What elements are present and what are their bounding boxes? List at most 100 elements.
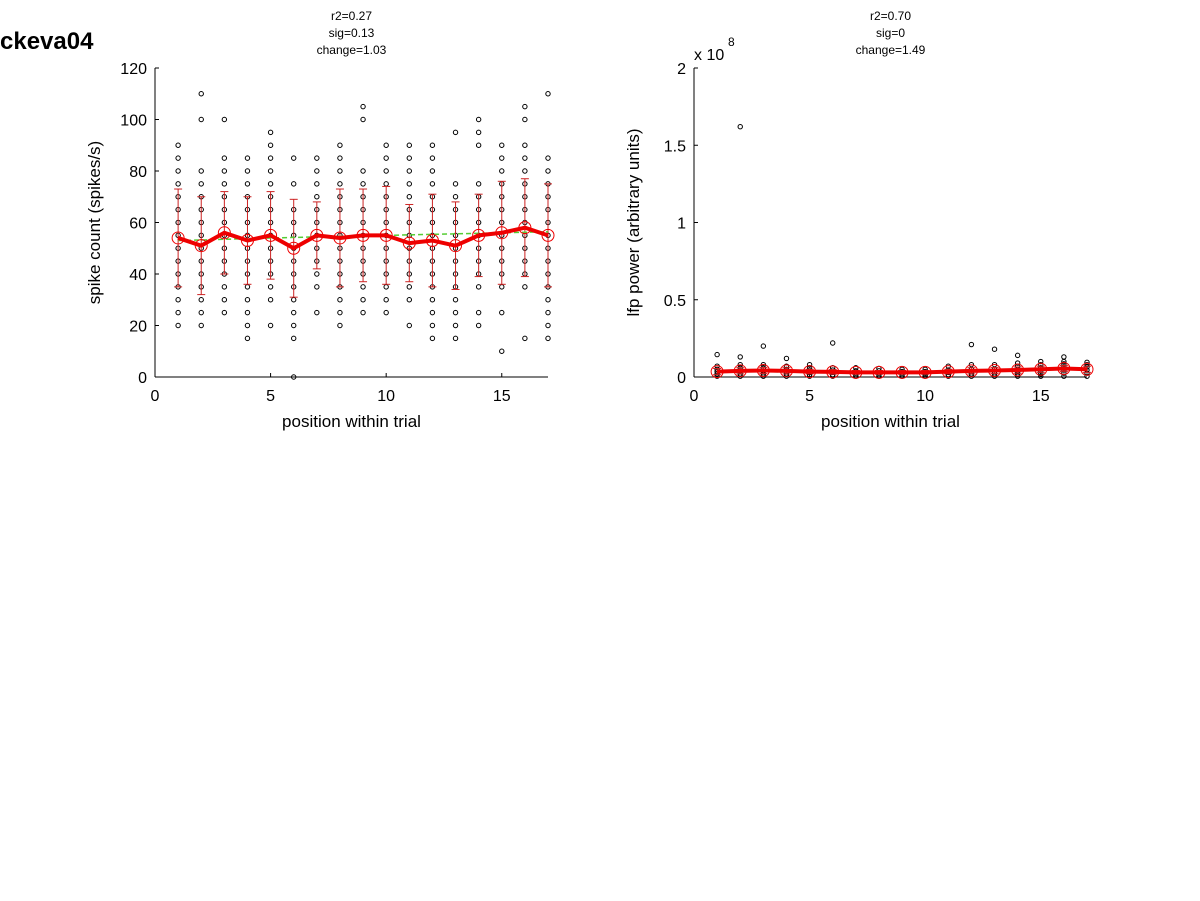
data-point [1014, 352, 1021, 359]
mean-marker [941, 365, 955, 379]
data-point [968, 341, 975, 348]
data-point [545, 168, 551, 174]
data-point [244, 155, 251, 161]
data-point [267, 129, 274, 136]
data-point [545, 155, 551, 161]
data-point [198, 322, 204, 329]
data-point [429, 309, 436, 316]
data-point [314, 271, 320, 277]
y-tick-label: 0.5 [664, 293, 686, 310]
data-point [383, 155, 389, 161]
data-point [291, 181, 297, 187]
data-point [452, 297, 459, 303]
y-axis-label: lfp power (arbitrary units) [624, 128, 643, 316]
data-point [175, 297, 181, 303]
data-point [314, 155, 320, 161]
mean-marker [826, 365, 840, 379]
mean-marker [988, 364, 1002, 378]
data-point [244, 181, 251, 187]
data-point [337, 297, 343, 303]
data-point [383, 309, 389, 316]
data-point [452, 335, 459, 342]
data-point [429, 322, 436, 329]
mean-marker [287, 241, 301, 255]
data-point [267, 284, 274, 290]
data-point [383, 142, 389, 148]
data-point [499, 284, 505, 290]
data-point [291, 374, 297, 380]
data-point [175, 142, 181, 148]
mean-marker [425, 234, 439, 248]
data-point [1061, 354, 1067, 360]
x-tick-label: 5 [805, 388, 814, 405]
data-point [337, 322, 343, 329]
y-tick-label: 20 [129, 319, 147, 336]
data-point [175, 181, 181, 187]
mean-marker [1080, 362, 1094, 376]
data-point [452, 129, 459, 136]
mean-marker [872, 365, 886, 379]
data-point [406, 168, 412, 174]
x-tick-label: 10 [377, 388, 395, 405]
data-point [475, 309, 482, 316]
data-point [429, 335, 436, 342]
data-point [1038, 373, 1044, 379]
mean-marker [356, 228, 370, 242]
data-point [244, 297, 251, 303]
stats-line: sig=0.13 [329, 26, 375, 40]
mean-marker [379, 228, 393, 242]
mean-marker [402, 236, 416, 250]
data-point [760, 343, 767, 349]
data-point [360, 103, 366, 110]
data-point [337, 181, 343, 187]
data-point [314, 309, 320, 316]
data-point [737, 124, 743, 130]
data-point [175, 309, 181, 316]
data-point [314, 181, 320, 187]
data-point [475, 284, 482, 290]
data-point [198, 168, 204, 174]
data-point [475, 142, 482, 148]
mean-marker [733, 364, 747, 378]
y-tick-label: 0 [138, 370, 147, 387]
data-point [991, 346, 998, 352]
x-tick-label: 15 [1032, 388, 1050, 405]
mean-marker [240, 234, 254, 248]
data-point [452, 194, 459, 200]
mean-marker [918, 365, 932, 379]
mean-marker [194, 239, 208, 253]
data-point [221, 168, 228, 174]
data-point [337, 155, 343, 161]
x-tick-label: 10 [916, 388, 934, 405]
stats-line: change=1.03 [317, 43, 387, 57]
y-axis-label: spike count (spikes/s) [85, 141, 104, 304]
x-tick-label: 15 [493, 388, 511, 405]
mean-line [717, 366, 1088, 375]
data-point [545, 322, 551, 329]
data-point [360, 297, 366, 303]
x-tick-label: 0 [151, 388, 160, 405]
data-point [198, 297, 204, 303]
data-point [267, 142, 274, 148]
y-tick-label: 60 [129, 216, 147, 233]
data-point [429, 142, 436, 148]
mean-marker [449, 239, 463, 253]
data-point [406, 181, 412, 187]
mean-marker [803, 365, 817, 379]
data-point [337, 309, 343, 316]
data-point [267, 155, 274, 161]
data-point [337, 168, 343, 174]
data-point [406, 284, 412, 290]
mean-marker [1034, 362, 1048, 376]
mean-marker [779, 364, 793, 378]
data-point [429, 181, 436, 187]
mean-marker [171, 231, 185, 245]
data-point [175, 155, 181, 161]
data-point [968, 361, 975, 368]
data-point [545, 335, 551, 342]
mean-marker [518, 221, 532, 235]
data-point [244, 322, 251, 329]
data-point [429, 168, 436, 174]
mean-marker [310, 228, 324, 242]
